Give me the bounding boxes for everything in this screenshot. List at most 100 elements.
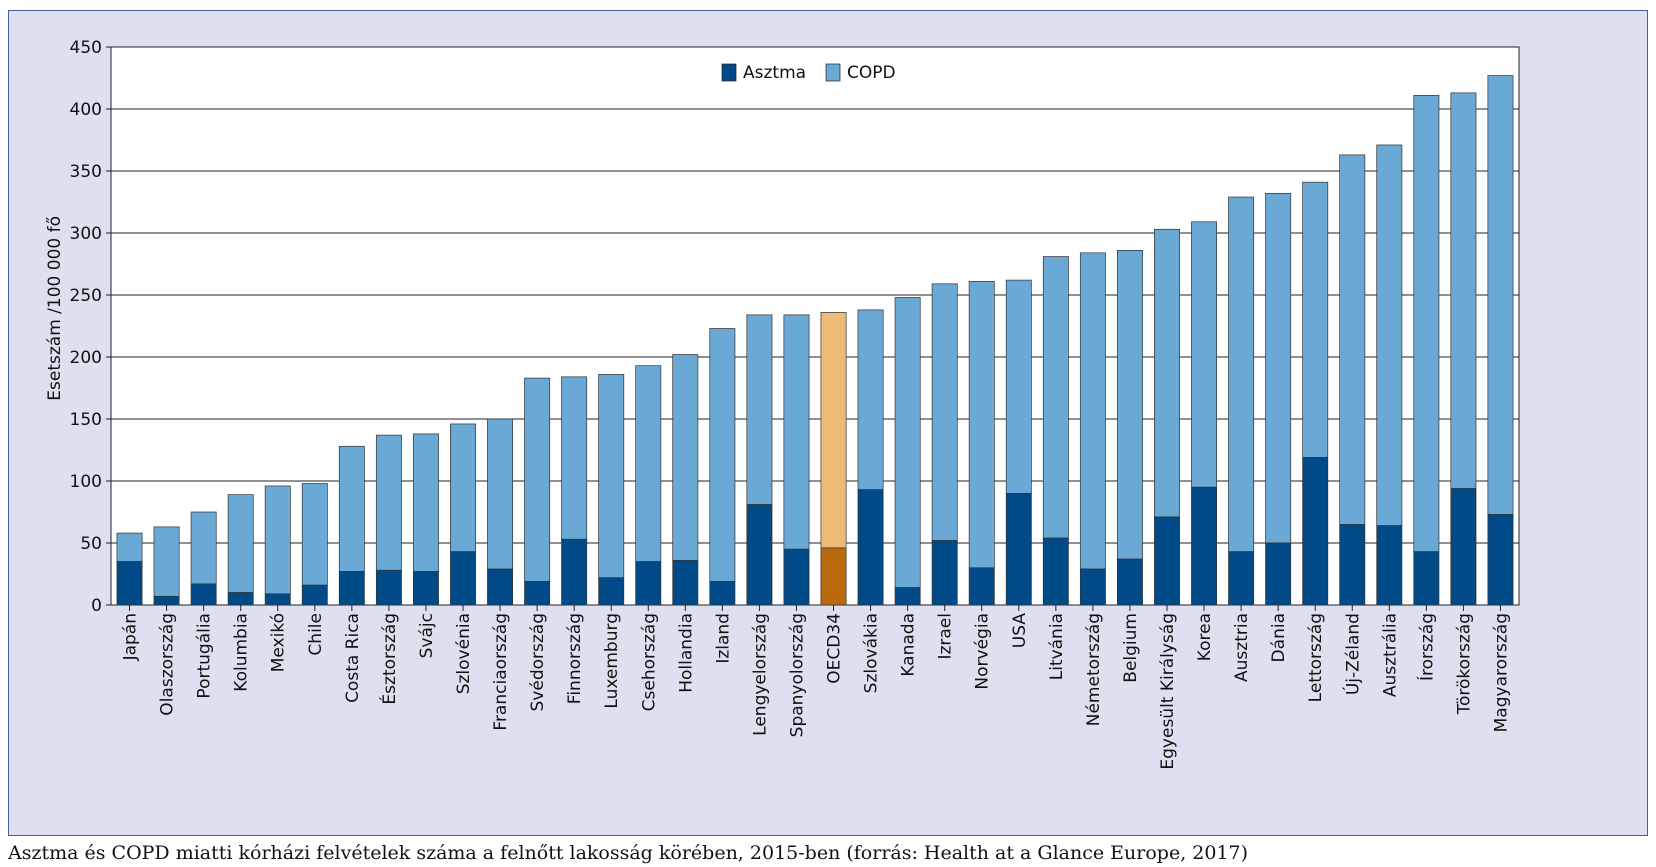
bar-asztma [524, 581, 551, 606]
bar-asztma [301, 584, 328, 606]
x-tick-label: Japán [121, 613, 141, 661]
y-tick-label: 350 [70, 162, 102, 182]
bar-copd [635, 365, 662, 562]
bar-copd [1042, 256, 1069, 539]
bar-asztma [709, 581, 736, 606]
x-tick-label: Törökország [1454, 613, 1474, 715]
x-tick-label: Magyarország [1491, 613, 1511, 732]
y-tick-label: 0 [91, 596, 102, 616]
legend-label-copd: COPD [847, 63, 896, 83]
bar-copd [746, 314, 773, 505]
bar-copd [487, 418, 514, 570]
x-tick-label: Spanyolország [787, 613, 807, 737]
bar-copd [1302, 181, 1329, 458]
x-tick-label: Kanada [899, 613, 919, 677]
bar-asztma [783, 548, 810, 606]
y-tick-label: 50 [80, 534, 102, 554]
x-tick-label: Ausztrália [1380, 613, 1400, 697]
y-tick-label: 200 [70, 348, 102, 368]
x-tick-label: Litvánia [1047, 613, 1067, 680]
x-tick-label: Izrael [936, 613, 956, 660]
x-tick-label: Portugália [195, 613, 215, 699]
figure-caption: Asztma és COPD miatti kórházi felvételek… [8, 842, 1249, 864]
x-tick-label: Izland [713, 613, 733, 664]
bar-copd [783, 314, 810, 550]
bar-copd [190, 511, 217, 585]
legend-swatch-copd [825, 63, 841, 82]
bar-copd [1228, 196, 1255, 553]
bar-asztma [1079, 568, 1106, 606]
x-tick-label: Chile [306, 613, 326, 656]
bar-copd [1450, 92, 1477, 489]
bar-asztma [227, 592, 254, 606]
bar-copd [524, 377, 551, 582]
bar-copd [116, 532, 143, 562]
bar-asztma [1154, 516, 1180, 606]
x-tick-label: Franciaország [491, 613, 511, 731]
bar-copd [412, 433, 439, 572]
bar-asztma [561, 538, 588, 606]
x-tick-label: Szlovákia [862, 613, 882, 693]
bar-asztma [1191, 486, 1218, 606]
x-tick-label: Kolumbia [232, 613, 252, 692]
x-tick-label: Costa Rica [343, 613, 363, 703]
x-tick-label: Luxemburg [602, 613, 622, 709]
x-tick-label: Norvégia [973, 613, 993, 690]
x-tick-label: Finnország [565, 613, 585, 704]
x-tick-label: Hollandia [676, 613, 696, 693]
x-tick-label: Csehország [639, 613, 659, 711]
bar-asztma [672, 560, 699, 606]
bar-copd [894, 297, 921, 588]
bar-copd [598, 374, 625, 579]
bar-asztma [264, 593, 291, 606]
bar-asztma [190, 583, 217, 606]
bar-copd [561, 376, 588, 540]
bar-copd [375, 434, 402, 571]
x-tick-label: Új-Zéland [1341, 613, 1363, 695]
x-tick-label: Svájc [417, 613, 437, 658]
x-tick-label: Lengyelország [750, 613, 770, 736]
x-tick-label: Észtország [378, 613, 400, 705]
x-tick-label: Svédország [528, 613, 548, 711]
x-tick-label: Szlovénia [454, 613, 474, 694]
bar-copd [1154, 228, 1180, 518]
bar-copd [338, 445, 365, 572]
bar-asztma [1376, 525, 1403, 606]
bar-asztma [412, 571, 439, 606]
bar-asztma [1265, 542, 1292, 606]
y-tick-label: 300 [70, 224, 102, 244]
bar-copd [1376, 144, 1403, 526]
legend-label-asztma: Asztma [743, 63, 806, 83]
x-tick-label: Egyesült Királyság [1158, 613, 1178, 770]
y-tick-label: 400 [70, 100, 102, 120]
bar-asztma [1116, 558, 1143, 606]
x-tick-label: Korea [1195, 613, 1215, 661]
x-tick-label: Írország [1415, 613, 1437, 681]
bar-copd [1487, 75, 1514, 515]
chart: 0 50 100 150 200 250 300 350 400 450 Japán Olaszors… [45, 38, 1520, 770]
bar-asztma [746, 504, 773, 606]
x-tick-label: Ausztria [1232, 613, 1252, 682]
bar-copd [1116, 250, 1143, 560]
x-tick-label: Mexikó [269, 613, 289, 672]
bar-copd [1413, 95, 1440, 553]
bar-asztma [1005, 493, 1032, 606]
y-tick-label: 100 [70, 472, 102, 492]
bar-asztma [1302, 457, 1329, 606]
x-tick-label: Olaszország [158, 613, 178, 716]
bar-copd [931, 283, 958, 541]
bar-asztma [487, 568, 514, 606]
x-tick-label: Dánia [1269, 613, 1289, 662]
bar-asztma [968, 567, 995, 606]
bar-asztma [635, 561, 662, 606]
bar-asztma [931, 540, 958, 606]
bar-copd [1191, 221, 1218, 488]
bar-copd [301, 483, 328, 586]
x-tick-label: OECD34 [825, 613, 845, 684]
bar-asztma [1450, 488, 1477, 606]
bar-copd [153, 526, 180, 597]
x-tick-label: Belgium [1121, 613, 1141, 683]
legend-swatch-asztma [721, 63, 737, 82]
bar-copd [264, 485, 291, 595]
bar-copd [1079, 252, 1106, 570]
